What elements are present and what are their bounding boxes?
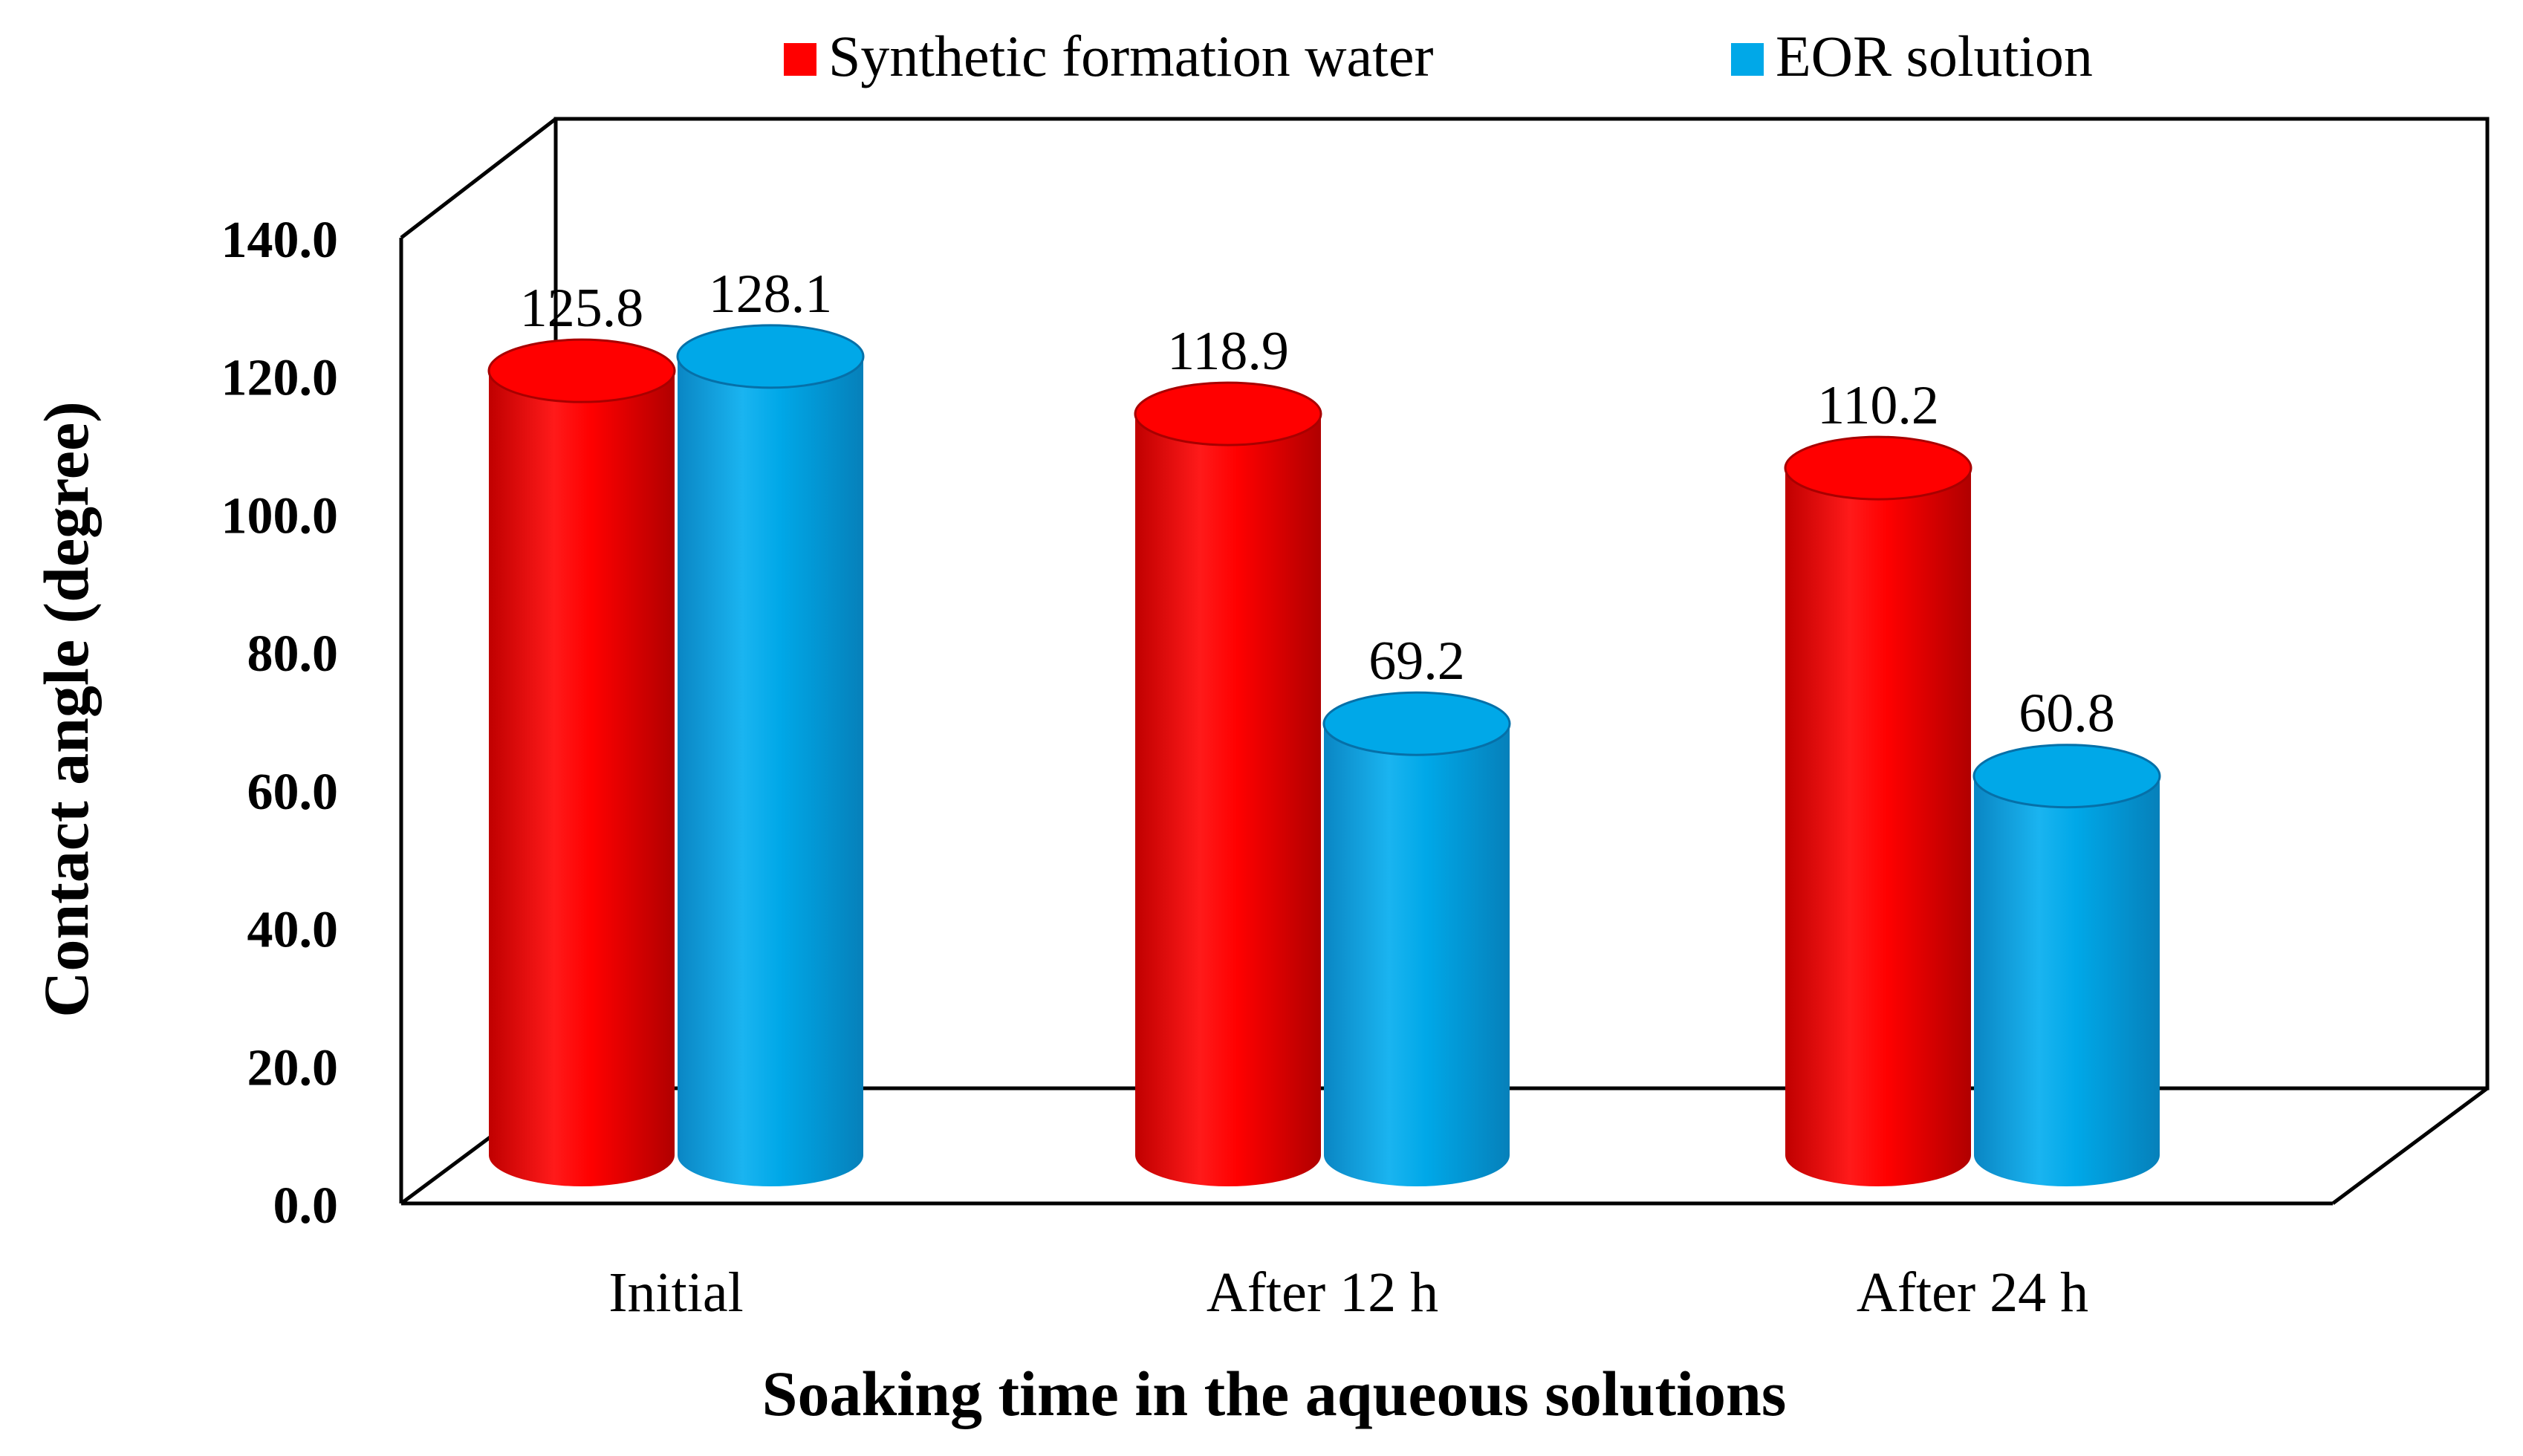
data-label: 128.1: [709, 264, 833, 325]
legend-swatch-synthetic-formation-water: [784, 43, 816, 76]
bar-body: [489, 371, 675, 1186]
bar-body: [678, 356, 863, 1186]
y-tick-label: 0.0: [273, 1177, 339, 1235]
bar-body: [1135, 414, 1321, 1186]
bar-top-cap: [676, 324, 865, 389]
legend: Synthetic formation water EOR solution: [784, 24, 2093, 88]
y-tick-label: 40.0: [247, 902, 339, 959]
legend-swatch-eor-solution: [1731, 43, 1764, 76]
bar-synthetic-formation-water-1: [487, 338, 676, 1186]
data-labels: 125.8 128.1 118.9 69.2 110.2 60.8: [520, 264, 2115, 744]
y-tick-label: 80.0: [247, 625, 339, 683]
bar-top-cap: [1322, 691, 1511, 756]
bar-body: [1324, 724, 1510, 1186]
bar-body: [1785, 468, 1971, 1186]
left-wall-top-edge: [400, 117, 557, 239]
bar-series: [487, 324, 2161, 1186]
bar-synthetic-formation-water-3: [1784, 435, 1972, 1186]
y-tick-label: 120.0: [221, 350, 339, 407]
y-tick-label: 60.0: [247, 764, 339, 821]
bar-top-cap: [1134, 381, 1322, 446]
x-tick-label: Initial: [608, 1261, 744, 1324]
data-label: 69.2: [1368, 631, 1465, 692]
bar-top-cap: [1972, 744, 2161, 809]
y-axis-title: Contact angle (degree): [30, 401, 102, 1018]
data-label: 125.8: [520, 278, 644, 339]
legend-label-eor-solution: EOR solution: [1776, 24, 2093, 88]
legend-label-synthetic-formation-water: Synthetic formation water: [828, 24, 1433, 88]
bar-eor-solution-3: [1972, 744, 2161, 1186]
data-label: 110.2: [1817, 375, 1939, 436]
x-tick-label: After 12 h: [1207, 1261, 1438, 1324]
data-label: 60.8: [2019, 683, 2115, 744]
x-axis-title: Soaking time in the aqueous solutions: [762, 1358, 1787, 1429]
y-tick-label: 100.0: [221, 487, 339, 545]
floor-right-edge: [2331, 1086, 2489, 1206]
x-axis-tick-labels: Initial After 12 h After 24 h: [608, 1261, 2088, 1324]
data-label: 118.9: [1167, 321, 1289, 382]
bar-top-cap: [487, 338, 676, 403]
bar-synthetic-formation-water-2: [1134, 381, 1322, 1186]
bar-eor-solution-2: [1322, 691, 1511, 1186]
y-tick-label: 20.0: [247, 1039, 339, 1096]
bar-body: [1974, 776, 2160, 1186]
bar-eor-solution-1: [676, 324, 865, 1186]
bar-top-cap: [1784, 435, 1972, 501]
x-tick-label: After 24 h: [1857, 1261, 2088, 1324]
y-axis-tick-labels: 0.0 20.0 40.0 60.0 80.0 100.0 120.0 140.0: [221, 212, 339, 1235]
y-tick-label: 140.0: [221, 212, 339, 269]
